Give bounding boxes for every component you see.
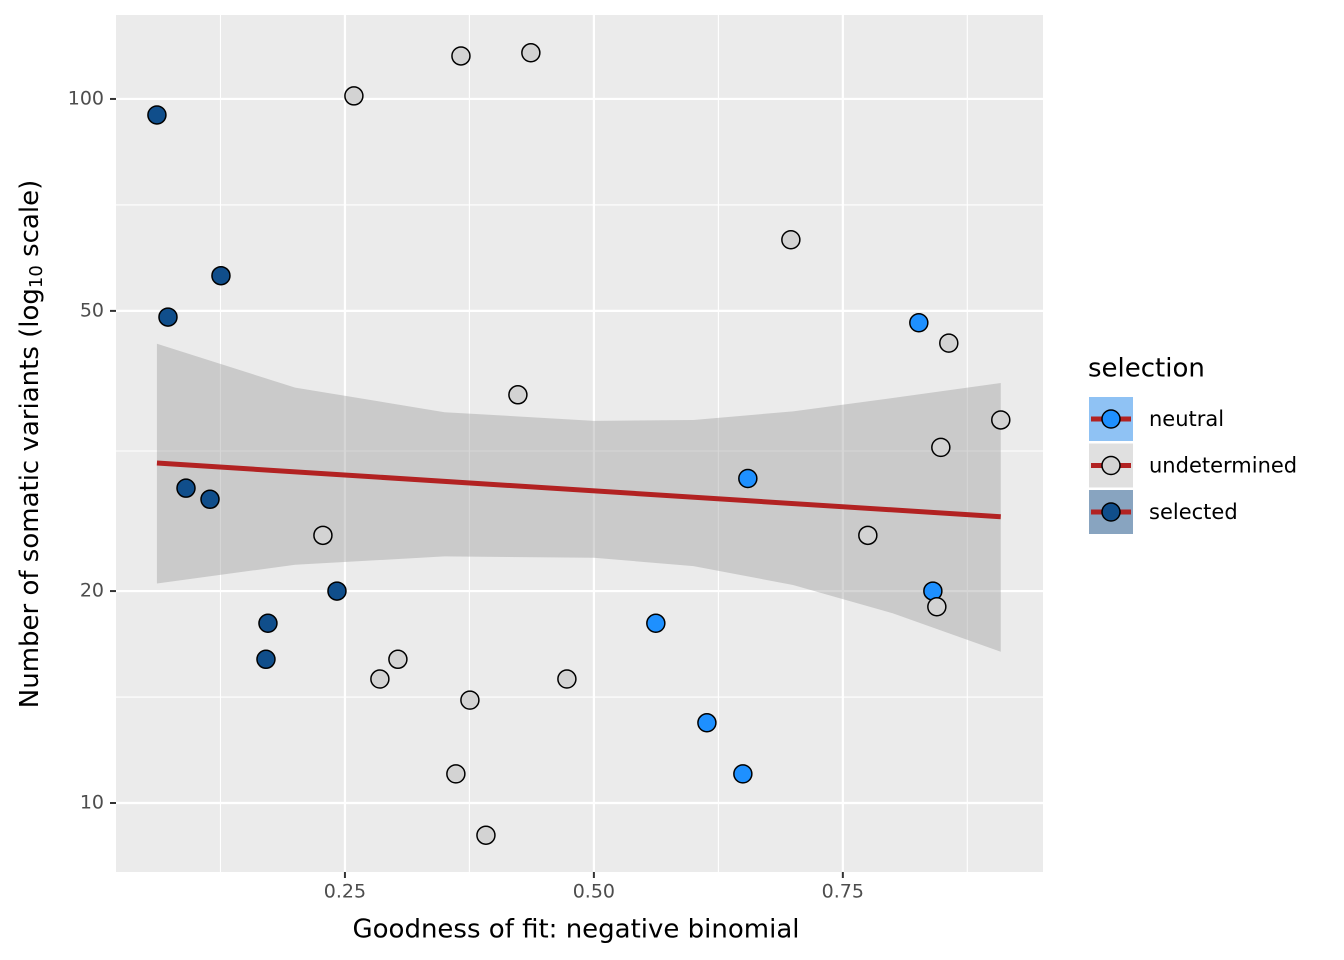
x-tick-label: 0.25: [324, 881, 366, 903]
point: [781, 229, 801, 250]
y-tick-label: 20: [80, 580, 104, 602]
legend-key-point: [1101, 409, 1121, 429]
point: [211, 265, 231, 286]
legend-key-point: [1101, 455, 1121, 476]
point: [327, 581, 347, 601]
point: [370, 669, 390, 689]
point: [200, 489, 220, 510]
point: [176, 478, 196, 498]
y-axis-title-part: scale): [15, 180, 45, 265]
point: [697, 713, 717, 733]
point: [256, 649, 276, 670]
point: [344, 86, 364, 106]
point: [147, 105, 167, 125]
legend-title: selection: [1088, 354, 1205, 384]
legend-label: neutral: [1149, 407, 1224, 431]
legend-key-point: [1101, 502, 1121, 522]
point: [557, 669, 577, 689]
point: [446, 764, 466, 784]
y-axis-title-part: Number of somatic variants (log: [15, 288, 45, 708]
point: [858, 525, 878, 546]
point: [313, 525, 333, 546]
point: [646, 613, 666, 634]
panel: [116, 15, 1043, 872]
point: [939, 333, 959, 353]
point: [521, 43, 541, 63]
legend-label: selected: [1149, 500, 1238, 524]
point: [451, 46, 471, 66]
point: [508, 385, 528, 405]
y-tick-label: 100: [68, 87, 104, 109]
point: [158, 307, 178, 327]
point: [476, 825, 496, 845]
point: [991, 410, 1011, 430]
legend-label: undetermined: [1149, 454, 1297, 478]
x-tick-label: 0.75: [822, 881, 864, 903]
y-tick-label: 50: [80, 299, 104, 321]
confidence-ribbon: [156, 343, 1001, 652]
point: [909, 312, 929, 333]
fit-line: [156, 460, 1001, 520]
point: [460, 690, 480, 710]
x-axis-title: Goodness of fit: negative binomial: [352, 915, 799, 945]
y-axis-title-subscript: 10: [26, 265, 47, 288]
point: [388, 649, 408, 670]
y-axis-title: Number of somatic variants (log10 scale): [15, 180, 48, 708]
point: [738, 468, 758, 489]
y-tick-label: 10: [80, 792, 104, 814]
point: [927, 597, 947, 617]
point: [931, 437, 951, 458]
x-tick-label: 0.50: [573, 881, 615, 903]
point: [733, 764, 753, 784]
point: [258, 613, 278, 634]
